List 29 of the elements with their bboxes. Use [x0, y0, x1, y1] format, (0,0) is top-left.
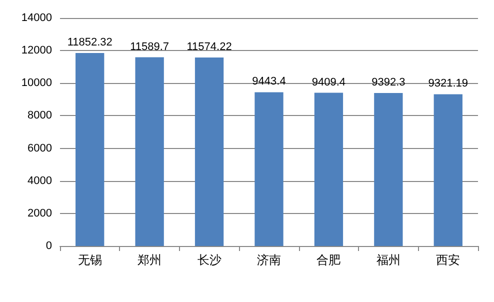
- bar: [254, 92, 284, 246]
- bar: [374, 93, 403, 246]
- x-tick-label: 合肥: [316, 253, 341, 267]
- y-tick-label: 6000: [28, 142, 52, 154]
- x-tick-label: 无锡: [78, 253, 102, 267]
- data-label: 11852.32: [67, 36, 112, 48]
- y-tick-label: 2000: [28, 207, 52, 220]
- y-tick-label: 12000: [21, 44, 52, 57]
- bar: [76, 52, 104, 246]
- x-tick-label: 福州: [376, 253, 400, 267]
- y-tick-label: 10000: [21, 77, 52, 90]
- data-label: 9392.3: [372, 76, 406, 89]
- x-tick-label: 西安: [436, 253, 460, 267]
- bar: [314, 92, 344, 246]
- bar: [135, 57, 164, 246]
- x-tick-label: 郑州: [138, 253, 162, 267]
- bar: [194, 58, 224, 246]
- x-tick-label: 长沙: [197, 253, 222, 267]
- x-tick-label: 济南: [257, 253, 281, 267]
- y-tick-label: 8000: [28, 110, 52, 122]
- y-tick-label: 14000: [21, 12, 52, 24]
- data-label: 11589.7: [130, 40, 170, 53]
- data-label: 9321.19: [428, 78, 468, 90]
- bar: [434, 94, 462, 246]
- data-label: 9443.4: [252, 76, 286, 88]
- y-tick-label: 0: [46, 240, 52, 252]
- y-tick-label: 4000: [28, 174, 52, 187]
- data-label: 11574.22: [186, 41, 232, 54]
- data-label: 9409.4: [312, 76, 346, 88]
